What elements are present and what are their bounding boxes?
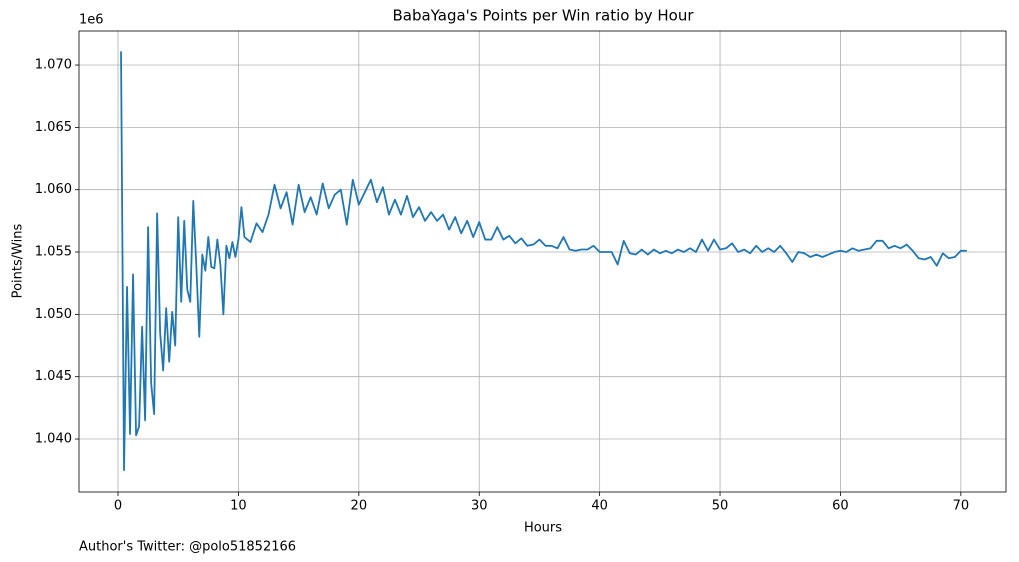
y-offset-label: 1e6 — [79, 13, 104, 28]
chart-title: BabaYaga's Points per Win ratio by Hour — [392, 7, 694, 25]
x-tick-label: 20 — [351, 499, 368, 514]
x-tick-label: 50 — [712, 499, 729, 514]
y-tick-label: 1.040 — [35, 432, 72, 447]
y-axis-label: Points/Wins — [11, 223, 26, 298]
x-tick-label: 30 — [471, 499, 488, 514]
annotation: Author's Twitter: @polo51852166 — [79, 540, 296, 555]
y-tick-label: 1.060 — [35, 182, 72, 197]
y-tick-label: 1.050 — [35, 307, 72, 322]
x-tick-label: 40 — [591, 499, 608, 514]
data-line — [120, 51, 967, 472]
y-tick-label: 1.055 — [35, 245, 72, 260]
x-tick-label: 0 — [114, 499, 122, 514]
y-tick-label: 1.045 — [35, 369, 72, 384]
y-tick-label: 1.065 — [35, 120, 72, 135]
x-tick-label: 60 — [832, 499, 849, 514]
plot-frame — [78, 30, 1007, 493]
y-tick-label: 1.070 — [35, 58, 72, 73]
x-axis-label: Hours — [524, 521, 562, 536]
x-tick-label: 70 — [953, 499, 970, 514]
x-tick-label: 10 — [230, 499, 247, 514]
